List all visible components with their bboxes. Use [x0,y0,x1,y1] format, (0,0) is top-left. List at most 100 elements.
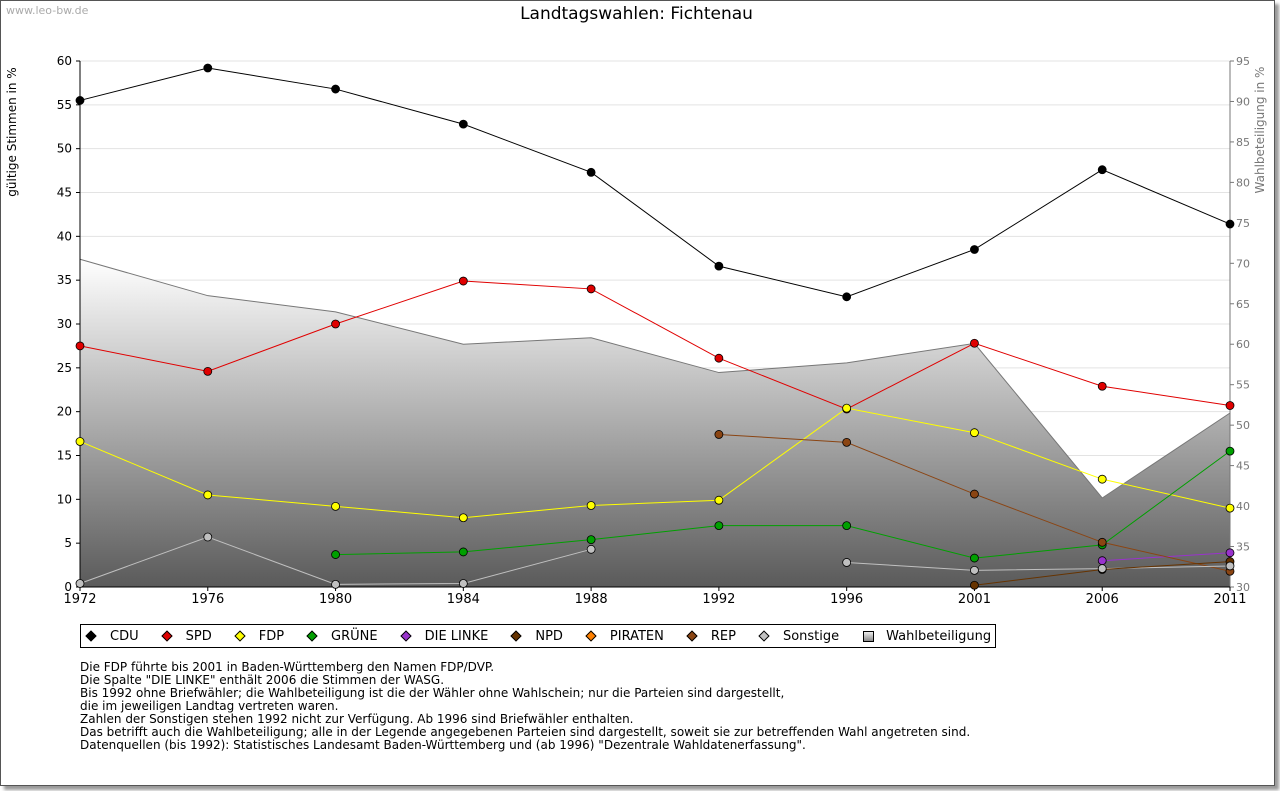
legend-swatch [585,630,597,642]
y2-tick-label: 95 [1236,55,1250,68]
watermark: www.leo-bw.de [6,4,89,17]
x-tick-label: 2006 [1086,592,1119,607]
data-point-cdu [458,119,468,129]
legend-swatch-turnout [863,630,875,642]
note-line: Die Spalte "DIE LINKE" enthält 2006 die … [80,673,445,687]
legend-label: GRÜNE [331,628,378,644]
data-point-npd [970,580,979,590]
legend-label: REP [710,628,736,644]
data-point-fdp [714,495,724,505]
legend-label: Sonstige [782,628,840,644]
legend-item: NPD [510,628,563,644]
y-axis-title: gültige Stimmen in % [5,67,19,196]
x-tick-label: 1980 [319,592,352,607]
data-point-grüne [586,535,596,545]
series-line-grüne [335,450,1231,559]
legend-label: FDP [258,628,285,644]
x-tick-label: 1988 [575,592,608,607]
legend-item: SPD [160,628,212,644]
y2-tick-label: 90 [1236,95,1250,108]
y-tick-label: 60 [57,54,72,68]
legend-item: CDU [85,629,139,644]
data-point-sonstige [203,532,213,542]
data-point-rep [842,437,852,447]
data-point-spd [714,353,724,363]
y-tick-label: 35 [57,273,72,287]
y-tick-label: 20 [57,405,72,419]
data-point-spd [1225,401,1235,410]
note-line: Datenquellen (bis 1992): Statistisches L… [80,738,806,752]
legend-label: DIE LINKE [424,628,489,644]
data-point-grüne [1225,446,1235,456]
y2-axis-title: Wahlbeteiligung in % [1253,67,1267,194]
data-point-fdp [586,501,596,510]
y2-tick-label: 40 [1236,500,1250,513]
data-point-fdp [203,490,213,500]
legend-swatch [758,630,770,642]
notes: Die FDP führte bis 2001 in Baden-Württem… [80,661,970,752]
legend-swatch [85,630,97,642]
series-line-sonstige [846,561,1231,571]
data-point-sonstige [75,579,85,588]
legend-swatch [234,630,246,642]
series-line-cdu [79,67,1231,298]
series-line-fdp [79,407,1231,519]
x-tick-label: 1976 [191,592,224,607]
data-point-rep [1097,537,1107,547]
data-point-spd [331,319,340,329]
data-point-sonstige [458,579,468,588]
series-line-spd [79,280,1231,410]
data-point-sonstige [842,558,852,567]
y2-tick-label: 75 [1236,217,1250,230]
y2-tick-label: 35 [1236,541,1250,554]
y-tick-label: 0 [64,580,72,594]
data-point-cdu [203,63,213,73]
data-point-die-linke [1225,548,1235,558]
data-point-fdp [970,428,979,438]
legend-item: FDP [234,628,285,644]
x-tick-label: 1972 [63,592,96,607]
legend-label: PIRATEN [609,628,664,644]
data-point-sonstige [970,565,979,575]
y2-tick-label: 65 [1236,298,1250,311]
y-tick-label: 55 [57,98,72,112]
data-point-fdp [842,403,852,413]
data-point-grüne [970,553,979,563]
y2-tick-label: 50 [1236,419,1250,432]
legend-swatch [510,630,523,642]
legend-item: Wahlbeteiligung [863,629,991,644]
data-point-spd [75,341,85,351]
data-point-sonstige [1097,564,1107,573]
legend-label: NPD [535,628,563,644]
data-point-sonstige [586,544,596,554]
data-point-fdp [1225,503,1235,513]
data-point-grüne [331,550,340,559]
data-point-cdu [1097,165,1107,175]
data-point-die-linke [1097,556,1107,566]
legend-swatch [306,630,318,642]
data-point-cdu [714,261,724,271]
y-tick-label: 15 [57,449,72,463]
note-line: Zahlen der Sonstigen stehen 1992 nicht z… [80,712,634,726]
y2-tick-label: 30 [1236,581,1250,594]
y2-tick-label: 60 [1236,338,1250,351]
x-tick-label: 2011 [1213,592,1246,607]
data-point-fdp [331,501,340,511]
y2-tick-label: 45 [1236,460,1250,473]
legend-label: SPD [185,628,212,644]
y-tick-label: 30 [57,317,72,331]
y-tick-label: 40 [57,229,72,243]
data-point-cdu [842,292,852,302]
data-point-grüne [842,521,852,531]
y-tick-label: 5 [64,536,72,550]
y2-tick-label: 85 [1236,136,1250,149]
x-tick-label: 1996 [830,592,863,607]
note-line: Die FDP führte bis 2001 in Baden-Württem… [80,660,495,674]
data-point-spd [970,338,979,348]
data-point-rep [714,430,724,439]
data-point-spd [458,276,468,286]
legend-swatch [399,630,412,642]
legend-swatch [160,630,173,642]
y-tick-label: 50 [57,142,72,156]
note-line: Das betrifft auch die Wahlbeteiligung; a… [80,725,971,739]
